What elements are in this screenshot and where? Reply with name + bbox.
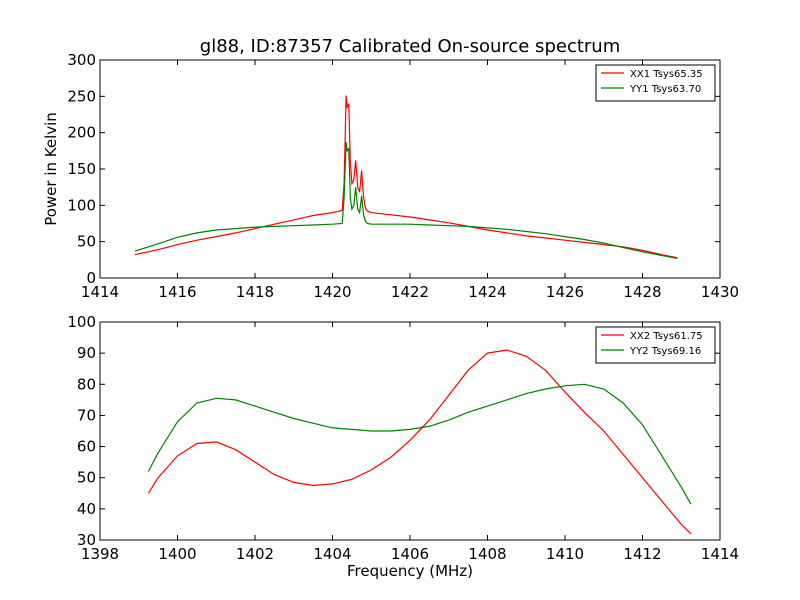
x-tick-label: 1398 — [81, 545, 119, 563]
x-tick-label: 1430 — [701, 283, 739, 301]
x-tick-label: 1404 — [313, 545, 351, 563]
y-tick-label: 50 — [77, 469, 96, 487]
legend-label: XX2 Tsys61.75 — [630, 331, 703, 342]
y-tick-label: 250 — [67, 87, 96, 105]
y-tick-label: 100 — [67, 196, 96, 214]
y-tick-label: 40 — [77, 500, 96, 518]
bottom-x-axis-label: Frequency (MHz) — [347, 562, 473, 580]
legend-box — [595, 326, 716, 364]
bottom-spectrum-panel: Frequency (MHz) 1398 1400 1402 1404 1406 1408… — [67, 313, 739, 580]
y-tick-label: 300 — [67, 51, 96, 69]
legend-box — [595, 64, 716, 102]
y-tick-label: 50 — [77, 233, 96, 251]
series-line-1-1 — [134, 95, 678, 259]
y-tick-label: 90 — [77, 344, 96, 362]
x-tick-label: 1412 — [623, 545, 661, 563]
x-tick-label: 1400 — [158, 545, 196, 563]
x-tick-label: 1418 — [236, 283, 274, 301]
y-tick-label: 60 — [77, 438, 96, 456]
x-tick-label: 1422 — [391, 283, 429, 301]
x-tick-label: 1414 — [701, 545, 739, 563]
y-tick-label: 100 — [67, 313, 96, 331]
y-tick-label: 0 — [86, 269, 96, 287]
x-tick-label: 1428 — [623, 283, 661, 301]
x-tick-label: 1410 — [546, 545, 584, 563]
y-tick-label: 70 — [77, 406, 96, 424]
y-tick-label: 200 — [67, 124, 96, 142]
x-tick-label: 1416 — [158, 283, 196, 301]
series-line-2-1 — [147, 349, 692, 535]
legend-label: YY2 Tsys69.16 — [629, 346, 701, 357]
x-tick-label: 1402 — [236, 545, 274, 563]
legend-label: XX1 Tsys65.35 — [630, 69, 703, 80]
top-spectrum-panel: Power in Kelvin 1414 1416 1418 1420 1422 1424… — [42, 51, 739, 301]
x-tick-label: 1424 — [468, 283, 506, 301]
y-tick-label: 150 — [67, 160, 96, 178]
y-tick-label: 80 — [77, 375, 96, 393]
y-tick-label: 30 — [77, 531, 96, 549]
x-tick-label: 1414 — [81, 283, 119, 301]
x-tick-label: 1420 — [313, 283, 351, 301]
x-tick-label: 1408 — [468, 545, 506, 563]
x-tick-label: 1406 — [391, 545, 429, 563]
figure-title: gl88, ID:87357 Calibrated On-source spec… — [200, 36, 620, 57]
legend-label: YY1 Tsys63.70 — [629, 84, 701, 95]
series-line-2-2 — [147, 383, 692, 505]
top-y-axis-label: Power in Kelvin — [42, 112, 60, 226]
x-tick-label: 1426 — [546, 283, 584, 301]
series-line-1-2 — [134, 142, 678, 259]
